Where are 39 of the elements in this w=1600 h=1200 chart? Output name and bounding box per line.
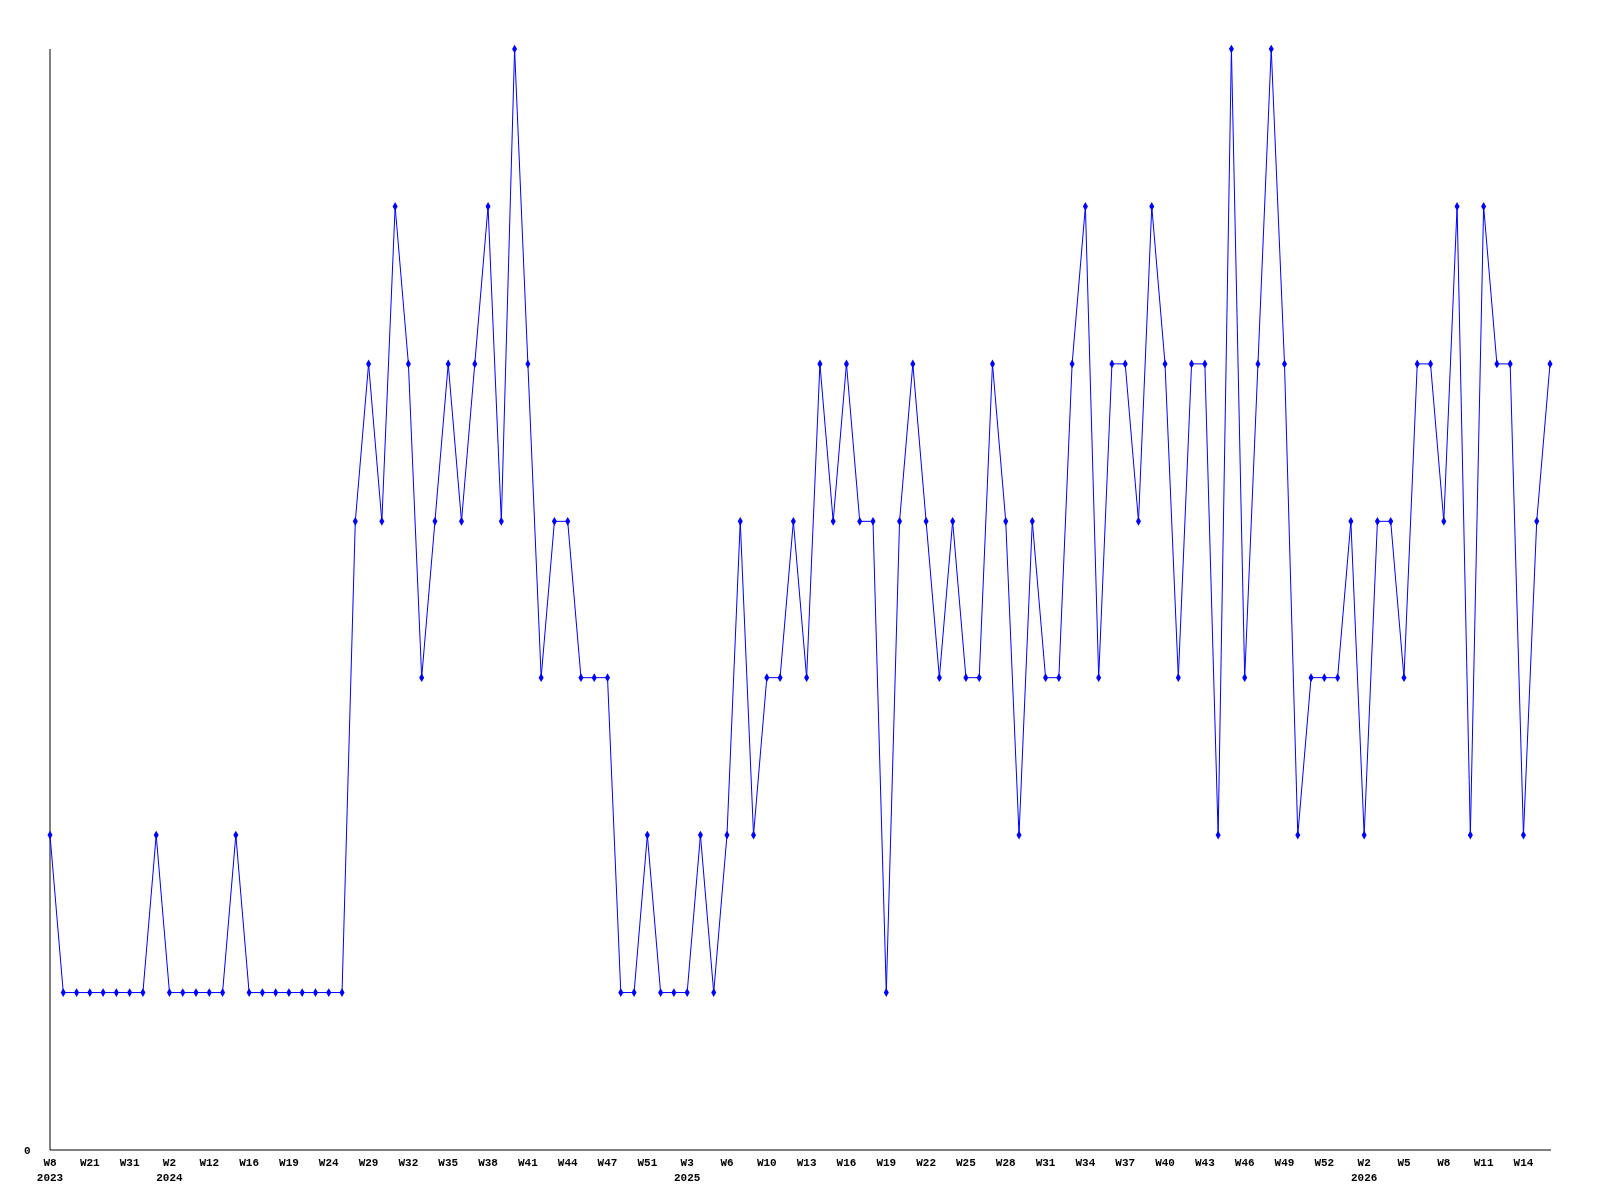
x-tick-label: W52 — [1314, 1157, 1335, 1169]
x-tick-label: W12 — [199, 1157, 220, 1169]
x-tick-label: W43 — [1194, 1157, 1216, 1169]
x-tick-label: W32 — [398, 1157, 419, 1169]
x-tick-label: W40 — [1155, 1157, 1175, 1169]
x-tick-label: W19 — [876, 1157, 897, 1169]
x-tick-label: W25 — [956, 1157, 977, 1169]
x-tick-label: W3 2025 — [673, 1157, 701, 1184]
x-tick-label: W8 — [1437, 1157, 1451, 1169]
x-tick-label: W31 — [119, 1157, 140, 1169]
x-tick-label: W2 2026 — [1350, 1157, 1378, 1184]
x-tick-label: W16 — [239, 1157, 260, 1169]
x-tick-label: W29 — [358, 1157, 379, 1169]
x-tick-label: W19 — [279, 1157, 299, 1169]
x-tick-label: W46 — [1234, 1157, 1255, 1169]
x-tick-label: W51 — [637, 1157, 658, 1169]
x-tick-label: W49 — [1274, 1157, 1295, 1169]
x-tick-label: W22 — [916, 1157, 937, 1169]
x-tick-label: W6 — [720, 1157, 734, 1169]
x-tick-label: W21 — [79, 1157, 101, 1169]
x-tick-label: W11 — [1473, 1157, 1494, 1169]
x-tick-label: W24 — [318, 1157, 340, 1169]
x-tick-label: W14 — [1513, 1157, 1534, 1169]
x-tick-label: W38 — [478, 1157, 499, 1169]
x-tick-label: W44 — [557, 1157, 578, 1169]
x-tick-label: W8 2023 — [36, 1157, 64, 1184]
x-tick-label: W37 — [1115, 1157, 1136, 1169]
x-tick-label: W41 — [517, 1157, 539, 1169]
text: 0 — [24, 1145, 31, 1157]
x-tick-label: W47 — [597, 1157, 618, 1169]
x-tick-label: W10 — [756, 1157, 777, 1169]
x-tick-label: W31 — [1035, 1157, 1056, 1169]
x-tick-label: W28 — [995, 1157, 1017, 1169]
x-tick-label: W16 — [836, 1157, 857, 1169]
x-tick-label: W5 — [1397, 1157, 1411, 1169]
x-tick-label: W2 2024 — [156, 1157, 184, 1184]
x-tick-label: W13 — [796, 1157, 817, 1169]
x-tick-label: W34 — [1075, 1157, 1096, 1169]
x-tick-label: W35 — [438, 1157, 459, 1169]
